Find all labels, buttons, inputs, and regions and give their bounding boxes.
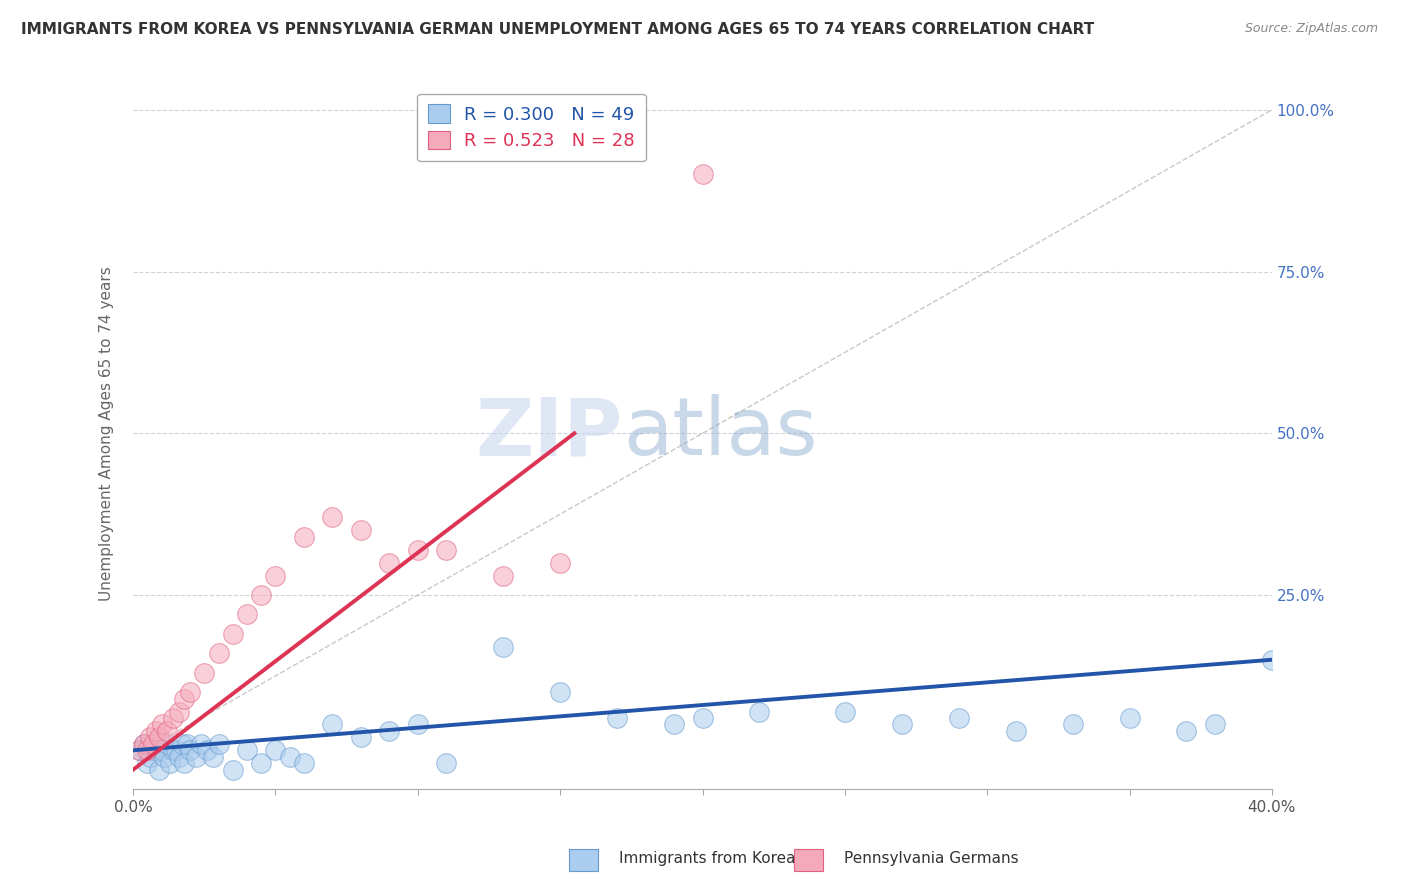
Point [236,607,259,622]
Point [193,665,215,680]
Point [492,568,515,582]
Point [159,756,181,771]
Point [128,743,150,757]
Point [692,711,714,725]
Point [548,556,571,570]
Point [207,737,229,751]
Point [692,168,714,182]
Point [321,510,343,524]
Point [1175,723,1198,738]
Point [207,646,229,660]
Point [162,711,184,725]
Point [162,743,184,757]
Point [134,737,156,751]
Text: Immigrants from Korea: Immigrants from Korea [619,851,796,865]
Point [139,749,162,764]
Point [748,705,770,719]
Point [434,756,457,771]
Point [142,737,165,751]
Point [142,743,165,757]
Point [170,737,193,751]
Point [128,743,150,757]
Point [278,749,301,764]
Text: IMMIGRANTS FROM KOREA VS PENNSYLVANIA GERMAN UNEMPLOYMENT AMONG AGES 65 TO 74 YE: IMMIGRANTS FROM KOREA VS PENNSYLVANIA GE… [21,22,1094,37]
Point [195,743,218,757]
Point [173,756,195,771]
Point [378,723,401,738]
Point [173,691,195,706]
Point [834,705,856,719]
Point [136,756,159,771]
Point [145,740,167,755]
Point [350,524,373,538]
Point [167,705,190,719]
Point [139,731,162,745]
Point [148,763,170,777]
Point [134,737,156,751]
Point [150,743,173,757]
Point [179,743,201,757]
Point [662,717,685,731]
Point [150,717,173,731]
Point [179,685,201,699]
Point [148,731,170,745]
Point [153,749,176,764]
Point [1118,711,1140,725]
Point [222,627,245,641]
Point [264,568,287,582]
Point [1062,717,1084,731]
Point [548,685,571,699]
Point [434,542,457,557]
Point [250,756,273,771]
Y-axis label: Unemployment Among Ages 65 to 74 years: Unemployment Among Ages 65 to 74 years [100,266,114,600]
Point [321,717,343,731]
Point [184,749,207,764]
Point [378,556,401,570]
Point [264,743,287,757]
Point [145,723,167,738]
Point [176,737,198,751]
Text: Pennsylvania Germans: Pennsylvania Germans [844,851,1018,865]
Legend: R = 0.300   N = 49, R = 0.523   N = 28: R = 0.300 N = 49, R = 0.523 N = 28 [418,94,645,161]
Point [201,749,224,764]
Point [292,530,315,544]
Point [292,756,315,771]
Point [136,743,159,757]
Point [190,737,212,751]
Point [890,717,912,731]
Point [406,542,429,557]
Point [606,711,628,725]
Point [156,737,179,751]
Text: Source: ZipAtlas.com: Source: ZipAtlas.com [1244,22,1378,36]
Point [1004,723,1026,738]
Point [165,743,187,757]
Point [1261,653,1284,667]
Point [156,723,179,738]
Point [167,749,190,764]
Text: ZIP: ZIP [475,394,623,472]
Point [236,743,259,757]
Point [222,763,245,777]
Text: atlas: atlas [623,394,817,472]
Point [406,717,429,731]
Point [250,588,273,602]
Point [1204,717,1226,731]
Point [350,731,373,745]
Point [948,711,970,725]
Point [492,640,515,654]
